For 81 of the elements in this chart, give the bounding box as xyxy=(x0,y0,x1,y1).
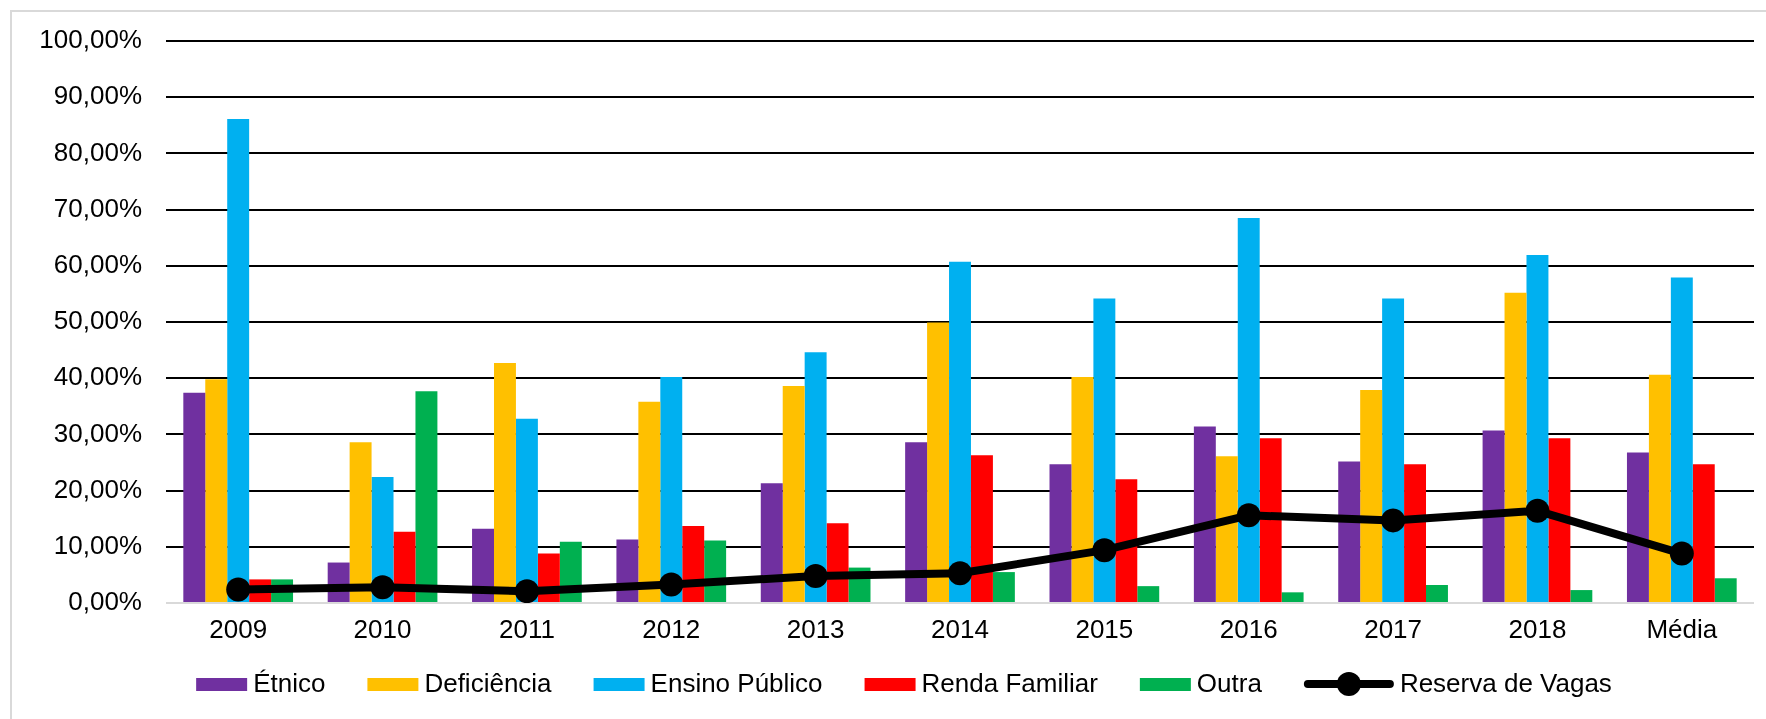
point xyxy=(514,579,539,603)
bar xyxy=(1115,479,1138,602)
bar xyxy=(183,392,206,602)
bar xyxy=(992,572,1015,602)
point xyxy=(1669,541,1694,566)
x-tick-label: Média xyxy=(1646,613,1718,644)
bar xyxy=(1714,578,1737,602)
bar xyxy=(1482,430,1505,602)
point xyxy=(1236,503,1261,528)
point xyxy=(803,564,828,589)
bar xyxy=(1526,255,1549,602)
legend-label: Ensino Público xyxy=(650,668,823,699)
y-tick-label: 30,00% xyxy=(53,417,142,448)
bar xyxy=(660,377,683,602)
bar xyxy=(1626,452,1649,602)
bar xyxy=(927,322,950,602)
bar xyxy=(1137,586,1160,602)
bar xyxy=(1049,464,1072,602)
bar xyxy=(804,352,827,602)
x-tick-label: 2017 xyxy=(1364,613,1423,644)
y-tick-label: 100,00% xyxy=(39,24,142,55)
y-tick-label: 60,00% xyxy=(53,248,142,279)
x-tick-label: 2015 xyxy=(1075,613,1134,644)
point xyxy=(1381,508,1406,533)
bar xyxy=(782,386,805,602)
bar xyxy=(1281,592,1304,602)
x-tick-label: 2018 xyxy=(1508,613,1567,644)
bar xyxy=(1382,298,1405,602)
x-tick-label: 2012 xyxy=(642,613,701,644)
y-tick-label: 50,00% xyxy=(53,305,142,336)
bar xyxy=(1338,461,1361,602)
x-tick-label: 2009 xyxy=(209,613,268,644)
y-tick-label: 0,00% xyxy=(68,586,142,617)
legend-label: Renda Familiar xyxy=(921,668,1099,699)
x-tick-label: 2016 xyxy=(1219,613,1278,644)
point xyxy=(370,575,395,600)
bar xyxy=(826,523,849,602)
y-tick-label: 70,00% xyxy=(53,192,142,223)
bar xyxy=(1215,456,1238,602)
y-tick-label: 80,00% xyxy=(53,136,142,167)
bar xyxy=(1193,426,1216,602)
bar xyxy=(1548,438,1571,602)
point xyxy=(1092,538,1117,563)
bar xyxy=(205,379,228,602)
y-tick-label: 20,00% xyxy=(53,473,142,504)
point xyxy=(226,577,251,602)
legend-label: Outra xyxy=(1196,668,1263,699)
x-tick-label: 2010 xyxy=(353,613,412,644)
bar xyxy=(493,363,516,602)
bar xyxy=(970,455,993,602)
bar xyxy=(905,442,928,602)
bar xyxy=(638,401,661,602)
bar xyxy=(1504,292,1527,602)
bar xyxy=(1093,298,1116,602)
x-tick-label: 2014 xyxy=(931,613,989,644)
bar xyxy=(1404,464,1427,602)
x-tick-label: 2013 xyxy=(786,613,845,644)
bar xyxy=(1071,377,1094,602)
point xyxy=(948,561,972,586)
bar xyxy=(1237,218,1260,602)
bar xyxy=(1259,438,1282,602)
bar xyxy=(1360,390,1383,602)
bar xyxy=(349,442,372,602)
bar xyxy=(1570,590,1593,602)
legend-label: Deficiência xyxy=(424,668,553,699)
legend-label: Reserva de Vagas xyxy=(1399,668,1612,699)
y-tick-label: 10,00% xyxy=(53,529,142,560)
point xyxy=(659,572,684,597)
bar xyxy=(1648,374,1671,602)
bar xyxy=(949,261,971,602)
bar xyxy=(1426,585,1448,602)
bar xyxy=(415,391,438,602)
y-tick-label: 90,00% xyxy=(53,80,142,111)
bar xyxy=(227,119,250,602)
bar xyxy=(760,483,783,602)
y-tick-label: 40,00% xyxy=(53,361,142,392)
bar xyxy=(1692,464,1715,602)
bar xyxy=(1670,277,1693,602)
legend-label: Étnico xyxy=(253,668,326,699)
point xyxy=(1525,498,1550,523)
x-tick-label: 2011 xyxy=(498,613,555,644)
